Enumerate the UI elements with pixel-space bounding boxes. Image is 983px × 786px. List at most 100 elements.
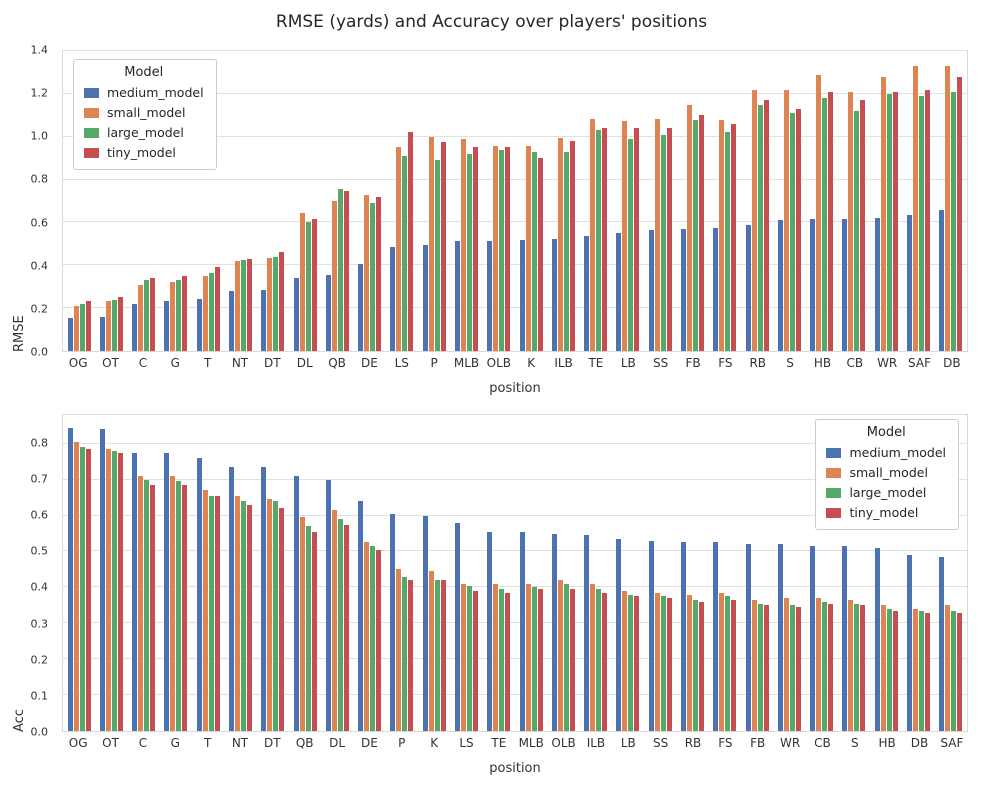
bars-area	[63, 415, 967, 731]
bar-small_model	[202, 276, 208, 351]
x-tick-label: DE	[361, 736, 378, 750]
legend-item: medium_model	[84, 85, 204, 100]
bar-large_model	[596, 130, 602, 351]
y-tick-label: 0.0	[30, 725, 49, 739]
bar-tiny_model	[505, 147, 511, 351]
bar-group-c	[128, 415, 160, 731]
bar-tiny_model	[602, 592, 608, 731]
legend-item: medium_model	[826, 445, 946, 460]
bar-small_model	[525, 583, 531, 731]
bar-group-te	[580, 51, 612, 351]
bar-medium_model	[261, 467, 267, 731]
bar-group-dt	[257, 415, 289, 731]
bar-large_model	[918, 96, 924, 351]
legend-swatch	[84, 107, 99, 118]
bar-group-fb	[676, 51, 708, 351]
bar-medium_model	[906, 555, 912, 731]
bar-small_model	[73, 441, 79, 731]
bar-large_model	[563, 583, 569, 731]
x-tick-label: G	[170, 736, 180, 750]
bar-small_model	[622, 120, 628, 351]
bar-large_model	[531, 151, 537, 351]
bar-small_model	[816, 74, 822, 351]
bar-small_model	[719, 592, 725, 731]
legend-swatch	[84, 127, 99, 138]
bar-medium_model	[745, 224, 751, 351]
bar-tiny_model	[150, 278, 156, 351]
x-tick-label: RB	[684, 736, 702, 750]
bar-large_model	[273, 256, 279, 351]
bar-large_model	[337, 189, 343, 351]
bar-group-ss	[644, 51, 676, 351]
x-tick-label: DB	[943, 356, 961, 370]
bar-tiny_model	[569, 141, 575, 351]
x-tick-label: WR	[877, 356, 898, 370]
gridline	[63, 514, 967, 516]
rmse-x-axis-label: position	[489, 381, 541, 396]
x-tick-label: P	[398, 736, 406, 750]
bar-group-s	[838, 415, 870, 731]
bar-large_model	[402, 576, 408, 731]
bar-group-p	[386, 415, 418, 731]
x-tick-label: OLB	[551, 736, 576, 750]
bar-group-ot	[95, 415, 127, 731]
x-tick-label: P	[430, 356, 438, 370]
gridline	[63, 135, 967, 137]
x-tick-label: K	[527, 356, 536, 370]
bar-large_model	[854, 603, 860, 731]
bar-group-lb	[612, 415, 644, 731]
bar-small_model	[590, 118, 596, 351]
bar-small_model	[235, 495, 241, 731]
x-tick-label: DB	[910, 736, 929, 750]
bar-small_model	[202, 490, 208, 731]
x-tick-label: QB	[328, 356, 346, 370]
bar-group-s	[773, 51, 805, 351]
bar-tiny_model	[408, 580, 414, 731]
bar-group-p	[418, 51, 450, 351]
x-tick-label: TE	[588, 356, 604, 370]
bar-medium_model	[455, 240, 461, 351]
bar-tiny_model	[376, 549, 382, 731]
bar-group-lb	[612, 51, 644, 351]
acc-plot-area: Model medium_model small_model large_model t…	[62, 414, 968, 732]
x-tick-label: FB	[750, 736, 766, 750]
legend-title: Model	[866, 425, 906, 440]
x-tick-label: OG	[68, 736, 88, 750]
y-tick-label: 0.6	[30, 216, 49, 230]
bar-large_model	[660, 134, 666, 351]
bar-small_model	[299, 212, 305, 351]
bar-tiny_model	[279, 252, 285, 351]
bar-medium_model	[551, 533, 557, 731]
bar-large_model	[628, 594, 634, 731]
accuracy-chart: Acc 0.0 0.1 0.2 0.3 0.4 0.5 0.6 0.7 0.8 Model med…	[0, 404, 983, 782]
acc-x-tick-labels: OG OT C G T NT DT QB DL DE P K LS TE MLB OLB ILB LB SS RB FS…	[62, 736, 968, 754]
bar-medium_model	[196, 298, 202, 351]
bar-large_model	[563, 151, 569, 351]
bar-large_model	[757, 104, 763, 351]
bar-medium_model	[551, 238, 557, 351]
bar-tiny_model	[311, 219, 317, 351]
bar-medium_model	[874, 547, 880, 731]
bar-group-nt	[224, 415, 256, 731]
legend-swatch	[826, 467, 842, 478]
bar-tiny_model	[85, 449, 91, 731]
bar-tiny_model	[182, 276, 188, 351]
bar-medium_model	[67, 427, 73, 731]
bar-tiny_model	[957, 76, 963, 351]
bar-small_model	[912, 608, 918, 731]
bar-large_model	[111, 299, 117, 351]
bar-small_model	[557, 137, 563, 351]
x-tick-label: SAF	[940, 736, 964, 750]
bar-small_model	[654, 118, 660, 351]
bar-group-olb	[483, 51, 515, 351]
legend-label: large_model	[107, 125, 184, 140]
x-tick-label: MLB	[453, 356, 480, 370]
bar-tiny_model	[924, 612, 930, 731]
gridline	[63, 178, 967, 180]
gridline	[63, 92, 967, 94]
legend-label: small_model	[107, 105, 186, 120]
bar-large_model	[854, 111, 860, 351]
bar-small_model	[945, 605, 951, 731]
bar-medium_model	[455, 522, 461, 731]
x-tick-label: FB	[685, 356, 701, 370]
